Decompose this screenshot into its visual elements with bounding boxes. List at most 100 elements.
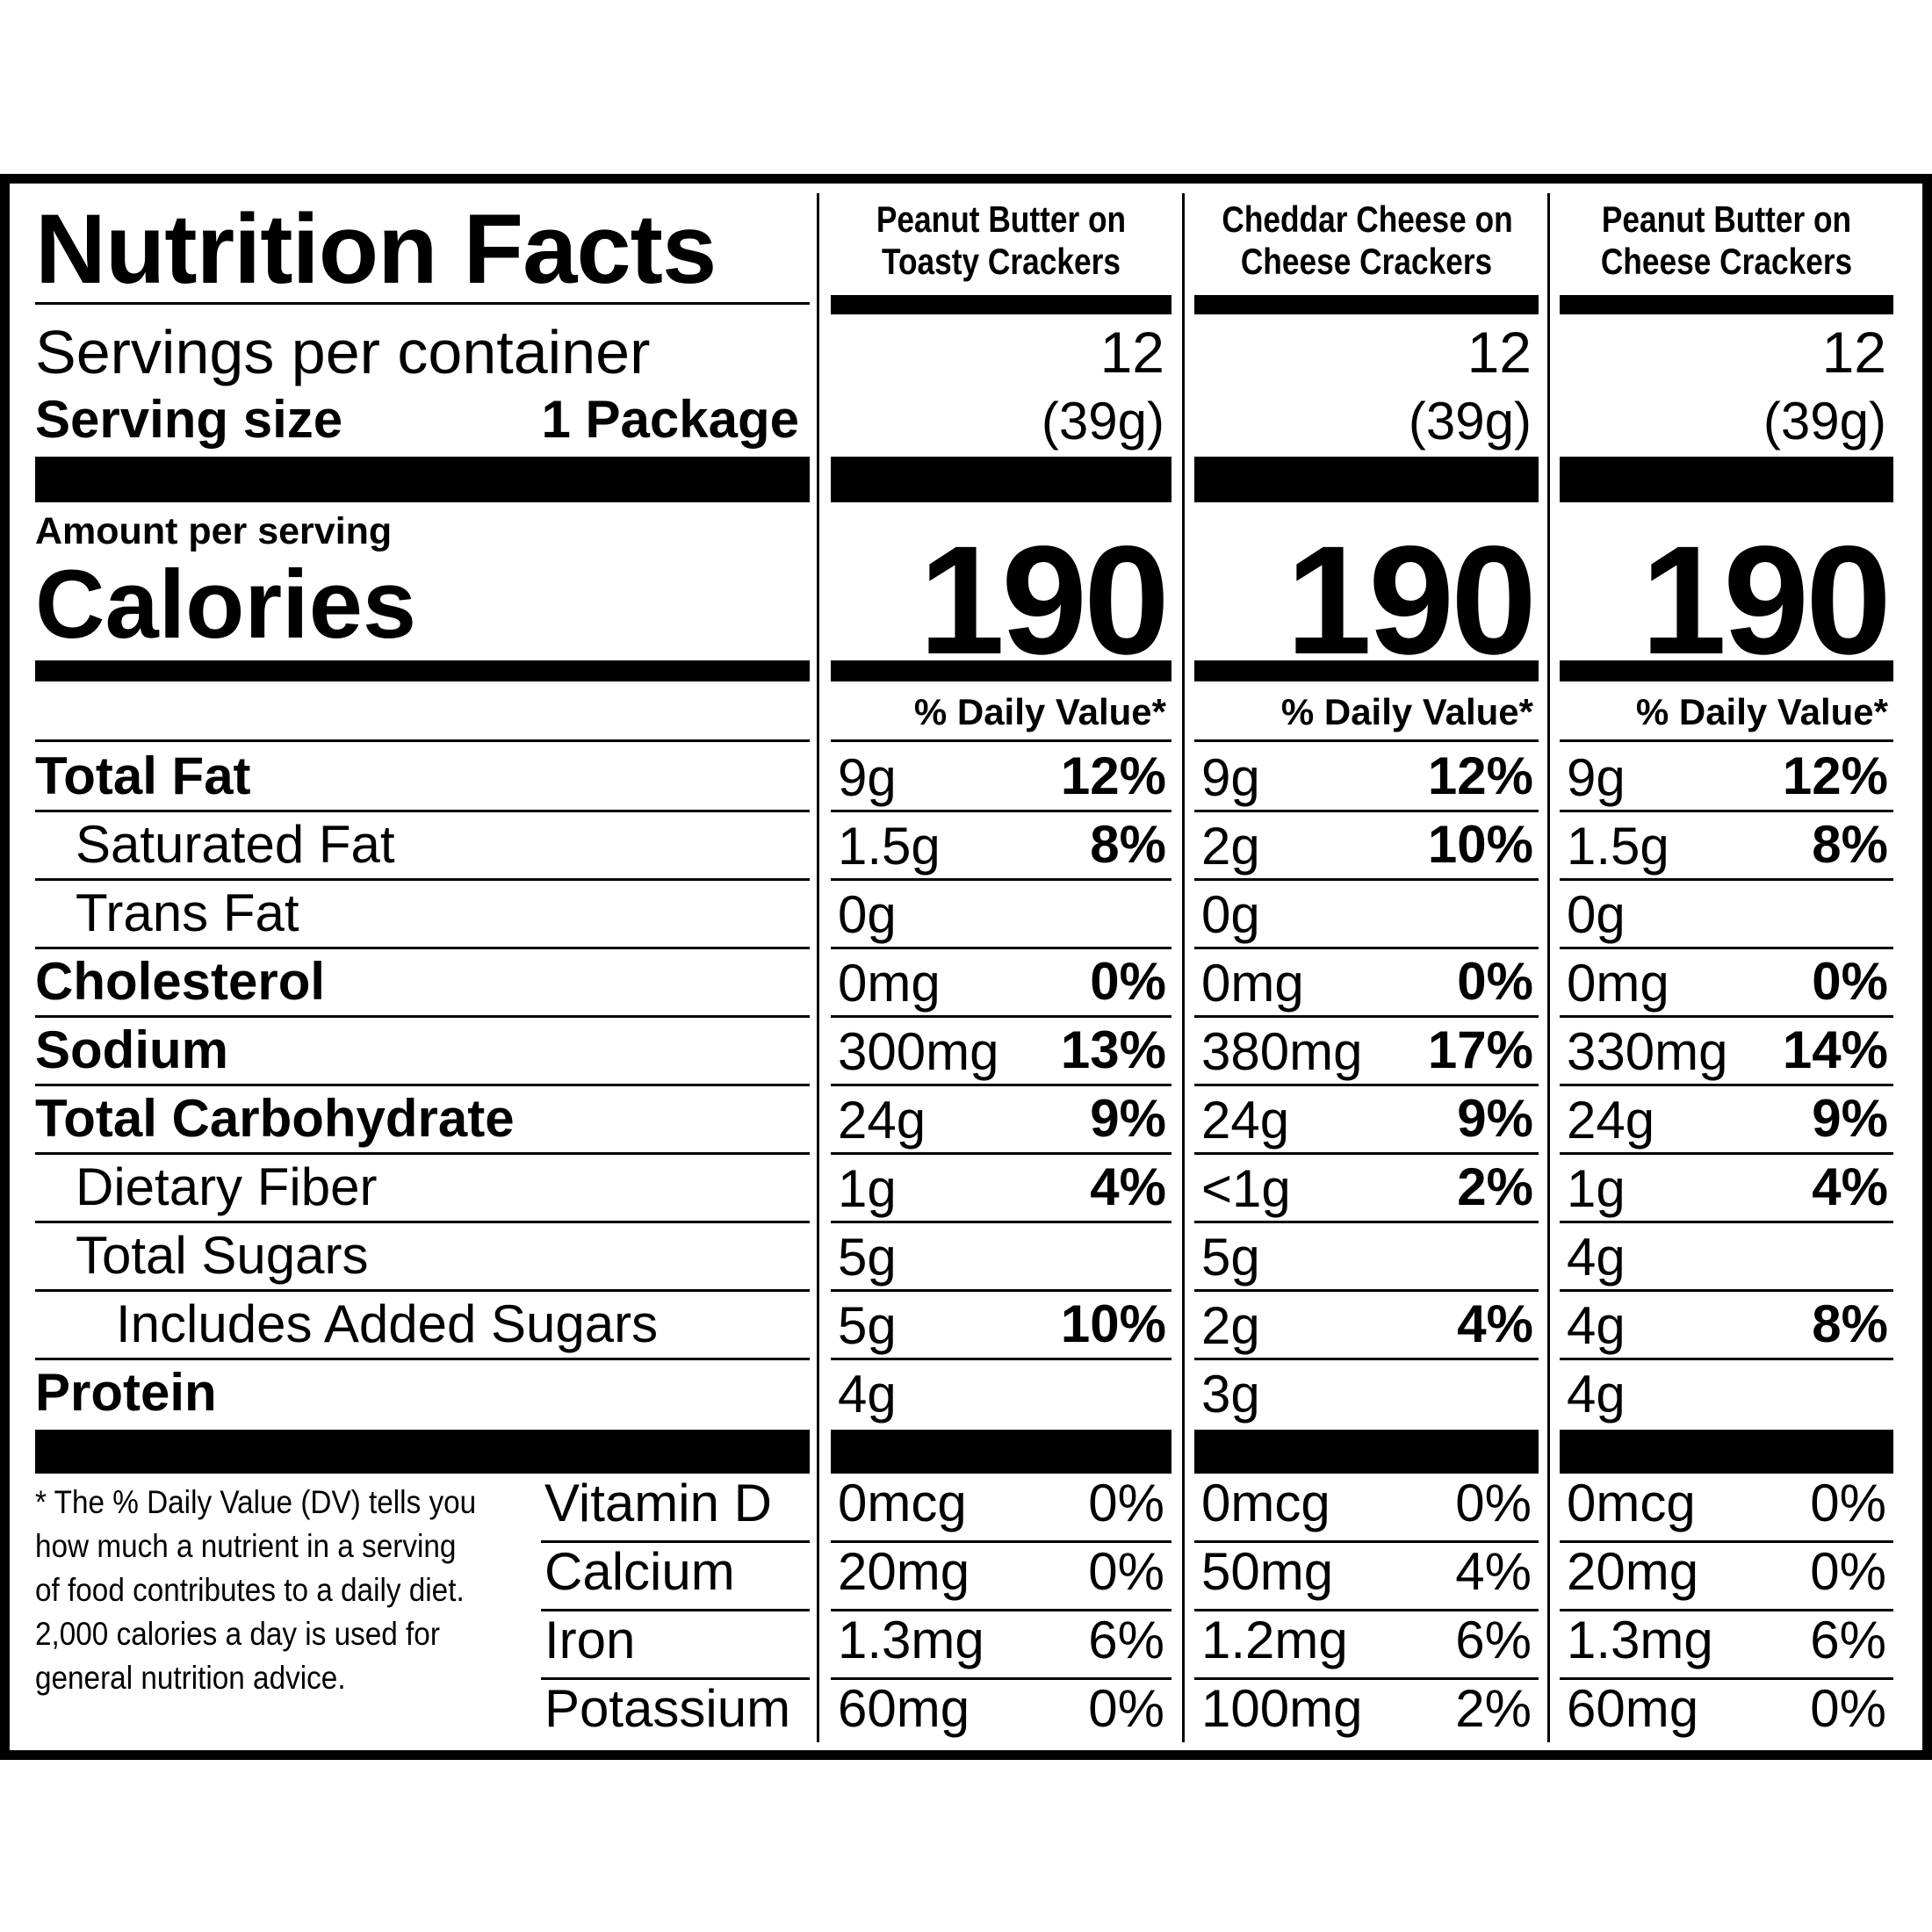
trans-fat-amount: 0g (838, 885, 897, 944)
row-separator (35, 947, 810, 949)
row-separator (1560, 1015, 1893, 1018)
calcium-amount: 20mg (1567, 1542, 1699, 1601)
serving-size-label: Serving size (35, 390, 343, 449)
vitamin-d-amount: 0mcg (1201, 1474, 1330, 1532)
nutrient-label-protein: Protein (35, 1363, 217, 1422)
total-carbohydrate-daily-value: 9% (1090, 1089, 1166, 1148)
row-separator (831, 1015, 1171, 1018)
column-divider (1182, 193, 1185, 1742)
iron-amount: 1.3mg (838, 1611, 984, 1669)
vitamin-separator (831, 1540, 1171, 1543)
serving-weight: (39g) (1408, 392, 1532, 451)
servings-per-container-value: 12 (1467, 320, 1532, 385)
vitamin-label-calcium: Calcium (544, 1542, 735, 1601)
calories-value: 190 (1640, 515, 1892, 687)
total-carbohydrate-amount: 24g (1201, 1091, 1290, 1150)
calories-label: Calories (35, 551, 417, 659)
calcium-amount: 50mg (1201, 1542, 1334, 1601)
thick-separator (1560, 660, 1893, 681)
cholesterol-amount: 0mg (1201, 954, 1304, 1013)
row-separator (831, 1084, 1171, 1086)
vitamin-d-daily-value: 0% (1810, 1474, 1886, 1532)
cholesterol-amount: 0mg (1567, 954, 1669, 1013)
thick-separator (1194, 660, 1539, 681)
total-carbohydrate-daily-value: 9% (1812, 1089, 1888, 1148)
protein-amount: 4g (838, 1365, 897, 1424)
row-separator (35, 1152, 810, 1155)
thick-separator (1560, 1430, 1893, 1474)
nutrient-label-cholesterol: Cholesterol (35, 952, 326, 1011)
saturated-fat-amount: 2g (1201, 817, 1260, 876)
sodium-amount: 380mg (1201, 1022, 1363, 1081)
sodium-amount: 330mg (1567, 1022, 1728, 1081)
thick-separator (35, 1430, 810, 1474)
saturated-fat-daily-value: 8% (1812, 815, 1888, 874)
row-separator (831, 810, 1171, 812)
nutrient-label-saturated-fat: Saturated Fat (76, 815, 395, 874)
potassium-daily-value: 0% (1810, 1679, 1886, 1738)
total-carbohydrate-daily-value: 9% (1457, 1089, 1533, 1148)
nutrient-label-sodium: Sodium (35, 1020, 228, 1079)
added-sugars-amount: 2g (1201, 1296, 1260, 1355)
daily-value-header: % Daily Value* (1280, 691, 1533, 732)
thick-separator (1194, 457, 1539, 502)
column-divider (817, 193, 819, 1742)
row-separator (1194, 1221, 1539, 1223)
nutrient-label-total-sugars: Total Sugars (76, 1226, 369, 1285)
thick-separator (831, 457, 1171, 502)
vitamin-label-potassium: Potassium (544, 1679, 791, 1738)
dv-underline (1560, 739, 1893, 742)
iron-daily-value: 6% (1088, 1611, 1164, 1669)
saturated-fat-amount: 1.5g (838, 817, 941, 876)
vitamin-separator (1194, 1677, 1539, 1680)
dietary-fiber-daily-value: 4% (1090, 1157, 1166, 1216)
cholesterol-amount: 0mg (838, 954, 941, 1013)
row-separator (35, 1289, 810, 1292)
vitamin-d-daily-value: 0% (1455, 1474, 1532, 1532)
vitamin-separator (1560, 1677, 1893, 1680)
calcium-daily-value: 0% (1088, 1542, 1164, 1601)
protein-amount: 4g (1567, 1365, 1626, 1424)
servings-per-container-value: 12 (1099, 320, 1164, 385)
row-separator (1194, 947, 1539, 949)
row-separator (1560, 1152, 1893, 1155)
calcium-amount: 20mg (838, 1542, 970, 1601)
saturated-fat-daily-value: 8% (1090, 815, 1166, 874)
cholesterol-daily-value: 0% (1090, 952, 1166, 1011)
row-separator (35, 1221, 810, 1223)
trans-fat-amount: 0g (1567, 885, 1626, 944)
row-separator (1560, 1221, 1893, 1223)
vitamin-label-vitamin-d: Vitamin D (544, 1474, 772, 1532)
vitamin-separator (831, 1609, 1171, 1611)
row-separator (1560, 810, 1893, 812)
total-fat-amount: 9g (1201, 748, 1260, 807)
added-sugars-daily-value: 8% (1812, 1294, 1888, 1353)
vitamin-d-daily-value: 0% (1088, 1474, 1164, 1532)
potassium-daily-value: 2% (1455, 1679, 1532, 1738)
serving-weight: (39g) (1041, 392, 1164, 451)
row-separator (35, 1358, 810, 1360)
vitamin-d-amount: 0mcg (838, 1474, 967, 1532)
thick-separator (1560, 457, 1893, 502)
row-separator (35, 878, 810, 881)
nutrient-label-total-carbohydrate: Total Carbohydrate (35, 1089, 515, 1148)
row-separator (35, 1015, 810, 1018)
row-separator (831, 1221, 1171, 1223)
protein-amount: 3g (1201, 1365, 1260, 1424)
nutrient-label-dietary-fiber: Dietary Fiber (76, 1157, 378, 1216)
product-name-line2: Cheese Crackers (1600, 241, 1853, 282)
vitamin-separator (541, 1540, 810, 1543)
title-underline (35, 302, 810, 305)
saturated-fat-amount: 1.5g (1567, 817, 1669, 876)
product-name-line1: Cheddar Cheese on (1222, 198, 1513, 240)
potassium-daily-value: 0% (1088, 1679, 1164, 1738)
row-separator (1560, 878, 1893, 881)
sodium-daily-value: 14% (1782, 1020, 1888, 1079)
trans-fat-amount: 0g (1201, 885, 1260, 944)
total-carbohydrate-amount: 24g (1567, 1091, 1655, 1150)
sodium-amount: 300mg (838, 1022, 999, 1081)
daily-value-header: % Daily Value* (913, 691, 1166, 732)
calories-value: 190 (1286, 515, 1537, 687)
row-separator (1194, 1015, 1539, 1018)
header-separator (1194, 295, 1539, 314)
